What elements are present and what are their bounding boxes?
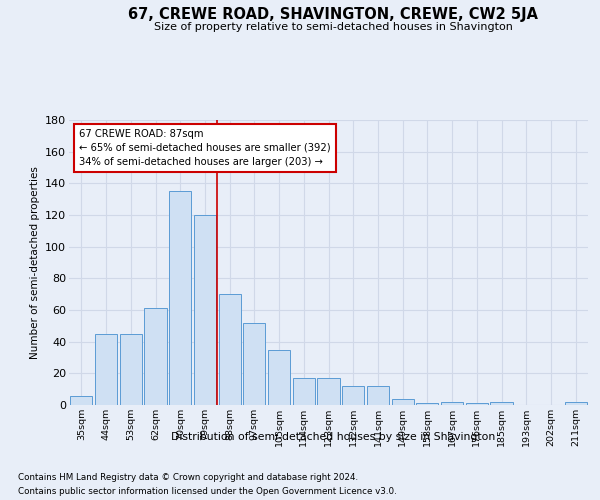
Bar (95, 334, 117, 405)
Y-axis label: Number of semi-detached properties: Number of semi-detached properties (29, 166, 40, 359)
Bar (194, 215, 216, 405)
Bar (565, 402, 587, 405)
Text: Contains HM Land Registry data © Crown copyright and database right 2024.: Contains HM Land Registry data © Crown c… (18, 472, 358, 482)
Bar (70, 396, 92, 405)
Bar (218, 294, 241, 405)
Bar (243, 322, 265, 405)
Bar (490, 402, 512, 405)
Text: 67 CREWE ROAD: 87sqm
← 65% of semi-detached houses are smaller (392)
34% of semi: 67 CREWE ROAD: 87sqm ← 65% of semi-detac… (79, 128, 331, 166)
Bar (441, 402, 463, 405)
Bar (367, 386, 389, 405)
Bar (317, 378, 340, 405)
Bar (293, 378, 315, 405)
Bar (268, 350, 290, 405)
Text: Contains public sector information licensed under the Open Government Licence v3: Contains public sector information licen… (18, 486, 397, 496)
Bar (466, 404, 488, 405)
Bar (416, 404, 439, 405)
Text: 67, CREWE ROAD, SHAVINGTON, CREWE, CW2 5JA: 67, CREWE ROAD, SHAVINGTON, CREWE, CW2 5… (128, 8, 538, 22)
Bar (392, 398, 414, 405)
Bar (119, 334, 142, 405)
Text: Size of property relative to semi-detached houses in Shavington: Size of property relative to semi-detach… (154, 22, 512, 32)
Bar (169, 191, 191, 405)
Bar (145, 308, 167, 405)
Text: Distribution of semi-detached houses by size in Shavington: Distribution of semi-detached houses by … (171, 432, 495, 442)
Bar (342, 386, 364, 405)
